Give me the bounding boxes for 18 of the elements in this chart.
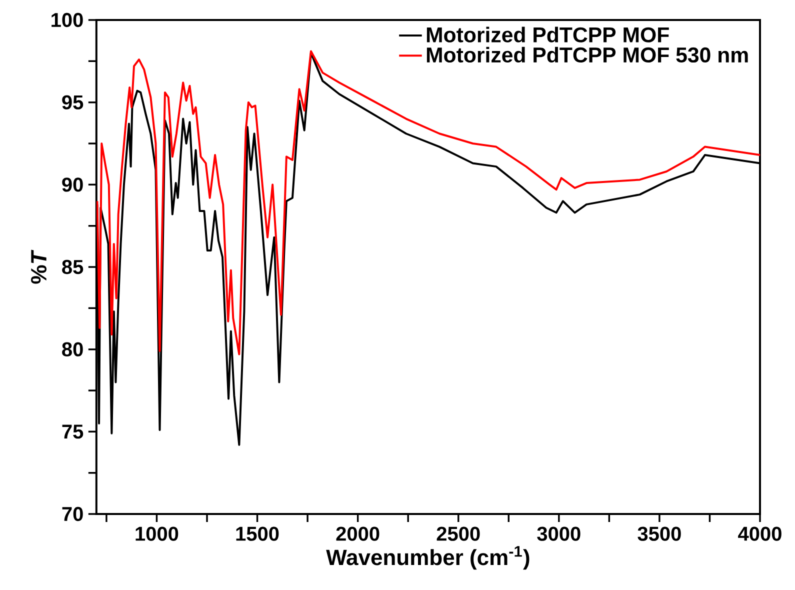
- y-tick-label: 85: [62, 260, 84, 274]
- y-tick-label: 80: [62, 342, 83, 356]
- x-tick-label: 2500: [436, 526, 480, 541]
- x-tick-label: 4000: [738, 526, 782, 541]
- legend-label: Motorized PdTCPP MOF 530 nm: [426, 46, 748, 63]
- y-tick-label: 90: [62, 178, 83, 192]
- x-tick-label: 3000: [537, 526, 580, 541]
- y-tick-label: 75: [62, 424, 84, 439]
- x-axis-title: Wavenumber (cm$^{-1}$): [326, 546, 530, 570]
- y-tick-label: 100: [52, 12, 83, 28]
- x-tick-label: 3500: [638, 526, 681, 541]
- y-tick-label: 95: [62, 95, 84, 110]
- x-tick-label: 1500: [236, 526, 279, 541]
- x-tick-label: 1000: [136, 526, 178, 541]
- y-tick-label: 70: [62, 506, 83, 522]
- y-axis-title: %T: [31, 250, 46, 284]
- x-tick-label: 2000: [336, 526, 380, 541]
- legend-label: Motorized PdTCPP MOF: [426, 26, 669, 42]
